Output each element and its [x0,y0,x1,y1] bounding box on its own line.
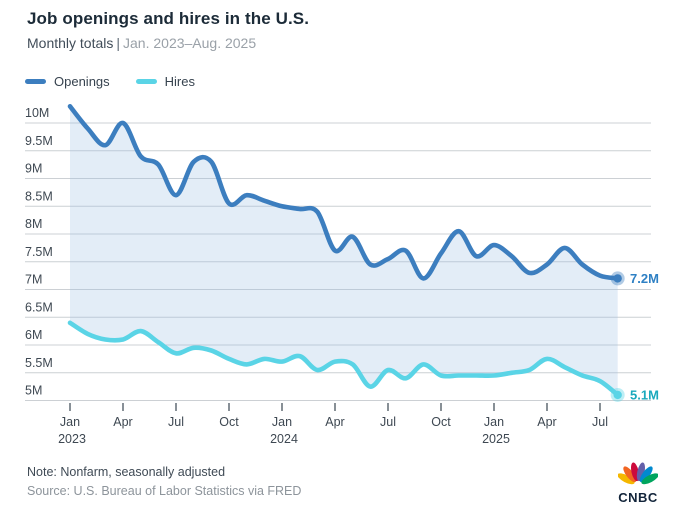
x-axis-month-label: Apr [325,415,344,429]
x-axis-year-label: 2024 [270,432,298,446]
openings-line [67,104,620,281]
legend-label-openings: Openings [54,74,110,89]
peacock-feather [623,466,637,483]
y-axis-tick-label: 5.5M [25,356,53,370]
y-axis-tick-label: 7M [25,273,42,287]
legend-item-openings: Openings [25,74,110,89]
hires-swatch-icon [135,79,157,84]
peacock-feather [617,473,635,485]
y-axis-tick-label: 9.5M [25,134,53,148]
x-axis-month-label: Jul [592,415,608,429]
y-axis-tick-label: 10M [25,106,49,120]
hires-end-value-label: 5.1M [630,387,659,402]
peacock-feather [641,473,659,485]
cnbc-logo: CNBC [612,462,664,505]
cnbc-wordmark: CNBC [618,490,658,505]
openings-end-value-label: 7.2M [630,271,659,286]
subtitle-date-range: Jan. 2023–Aug. 2025 [123,35,257,51]
subtitle-separator: | [116,35,121,51]
y-axis-tick-label: 6.5M [25,300,53,314]
y-axis-tick-label: 9M [25,162,42,176]
legend-item-hires: Hires [135,74,195,89]
chart-subtitle: Monthly totals | Jan. 2023–Aug. 2025 [27,35,256,51]
subtitle-prefix: Monthly totals [27,35,114,51]
x-axis-month-label: Oct [431,415,451,429]
y-axis-tick-label: 6M [25,328,42,342]
x-axis-month-label: Jan [60,415,80,429]
x-axis-month-label: Jan [272,415,292,429]
openings-swatch-icon [25,79,46,84]
x-axis-month-label: Jul [380,415,396,429]
x-axis-year-label: 2025 [482,432,510,446]
legend: Openings Hires [25,74,195,89]
chart-note: Note: Nonfarm, seasonally adjusted [27,465,226,479]
hires-line [67,320,620,398]
y-axis-tick-label: 8M [25,217,42,231]
x-axis-year-label: 2023 [58,432,86,446]
y-axis-tick-label: 7.5M [25,245,53,259]
x-axis-month-label: Apr [537,415,556,429]
page-title: Job openings and hires in the U.S. [27,9,310,28]
legend-label-hires: Hires [164,74,195,89]
y-axis-tick-label: 5M [25,384,42,398]
x-axis-month-label: Oct [219,415,239,429]
hires-end-dot [613,390,622,400]
y-axis-tick-label: 8.5M [25,189,53,203]
x-axis-month-label: Jan [484,415,504,429]
x-axis-month-label: Jul [168,415,184,429]
peacock-feather [639,466,653,483]
area-between-series [70,106,618,396]
x-axis-month-label: Apr [113,415,132,429]
openings-end-dot [613,274,622,283]
peacock-icon [617,462,659,485]
chart-source: Source: U.S. Bureau of Labor Statistics … [27,484,302,498]
